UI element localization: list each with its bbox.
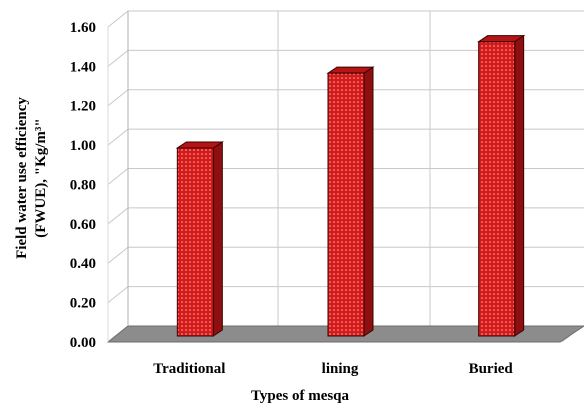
gridline-diagonal: [107, 168, 129, 185]
gridline-diagonal: [107, 128, 129, 146]
x-axis-title: Types of mesqa: [251, 388, 350, 404]
gridline-diagonal: [107, 207, 129, 225]
y-tick-label: 1.40: [70, 59, 96, 75]
bar-side: [363, 66, 374, 337]
bar-top: [326, 66, 375, 74]
bar-top: [175, 141, 224, 149]
y-axis-title: Field water use efficiency (FWUE), "Kg/m…: [14, 97, 49, 259]
y-tick-label: 0.40: [70, 256, 96, 272]
y-tick-label: 0.80: [70, 177, 96, 193]
gridline-diagonal: [107, 89, 129, 107]
x-tick-label: lining: [322, 361, 359, 377]
gridline-diagonal: [107, 246, 129, 264]
y-tick-label: 1.20: [70, 99, 96, 115]
y-tick-label: 0.20: [70, 296, 96, 312]
bar-top: [477, 35, 526, 43]
bar-side: [514, 34, 525, 337]
y-axis-title-line1: Field water use efficiency: [14, 97, 30, 259]
bar-side: [212, 141, 223, 337]
bar: [327, 72, 365, 337]
x-tick-label: Buried: [469, 361, 514, 377]
y-axis: [107, 10, 129, 342]
gridline-diagonal: [107, 49, 129, 67]
y-axis-title-line2: (FWUE), "Kg/m³": [33, 118, 49, 237]
y-tick-labels: 0.00 0.20 0.40 0.60 0.80 1.00 1.20 1.40 1.60: [70, 20, 96, 351]
gridline-diagonal: [107, 286, 129, 304]
x-tick-labels: Traditional lining Buried: [153, 361, 513, 377]
y-tick-label: 1.00: [70, 138, 96, 154]
bars: [175, 34, 526, 337]
bar: [478, 41, 516, 337]
y-tick-label: 0.00: [70, 335, 96, 351]
y-tick-label: 0.60: [70, 217, 96, 233]
gridline-diagonal: [107, 10, 129, 28]
y-tick-label: 1.60: [70, 20, 96, 36]
x-tick-label: Traditional: [153, 361, 225, 377]
bar: [176, 147, 214, 337]
